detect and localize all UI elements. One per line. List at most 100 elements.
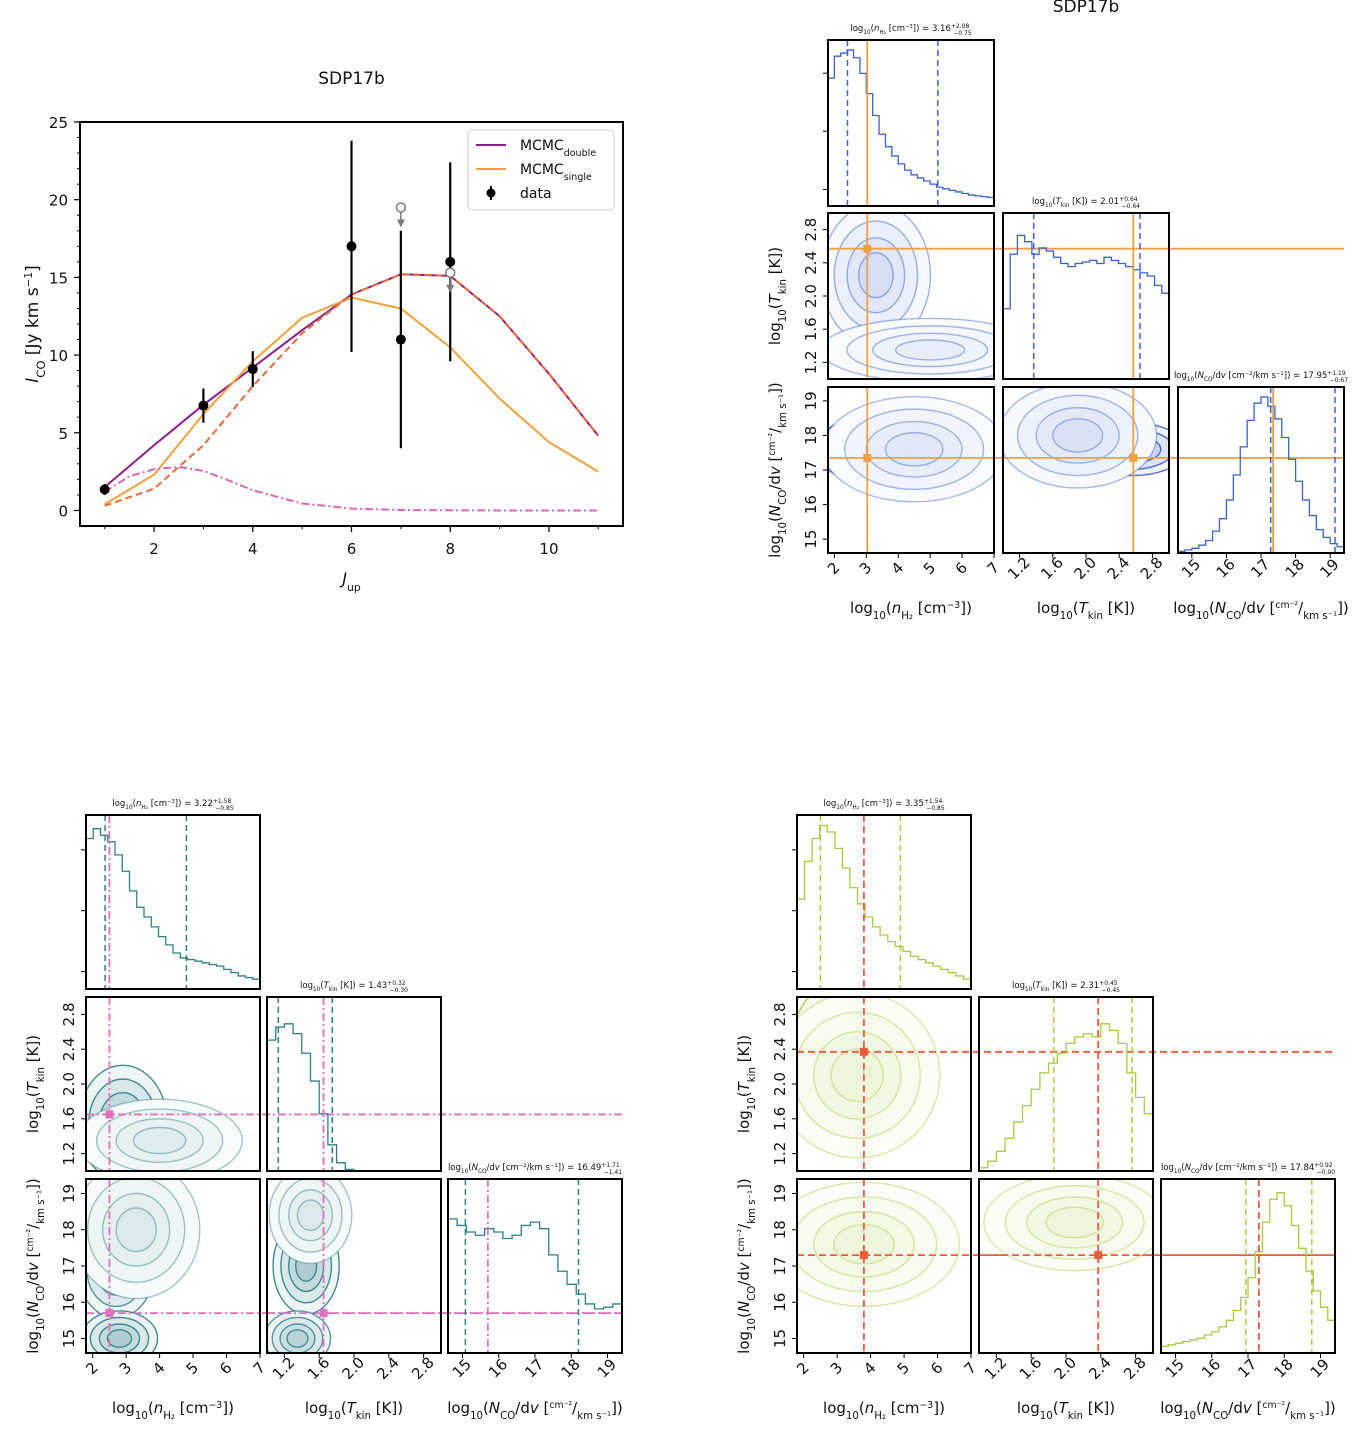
corner-y-tick-label: 2.8 [802, 218, 820, 242]
truth-marker [319, 1309, 328, 1318]
panel-frame [978, 996, 1154, 1172]
truth-marker [105, 1110, 114, 1119]
contour-line [813, 1210, 915, 1278]
sled-x-tick-label: 2 [149, 540, 159, 558]
corner-y-label: log10(NCO/dv [cm⁻²/km s⁻¹]) [735, 1178, 758, 1354]
corner-top-right-hist-2: log10(NCO/dv [cm⁻²/km s⁻¹]) = 17.95+1.19… [1174, 370, 1348, 554]
contour-line [1045, 1206, 1105, 1239]
corner-y-tick-label: 17 [802, 460, 820, 479]
contour-line [846, 237, 906, 314]
corner-bottom-left-panel-1-2 [266, 1178, 622, 1354]
corner-y-label: log10(Tkin [K]) [24, 1035, 47, 1133]
corner-x-tick-label: 4 [860, 1359, 879, 1378]
corner-y-tick-label: 15 [802, 530, 820, 549]
sled-legend-label: data [520, 186, 552, 202]
contour-line [865, 420, 963, 478]
density-fill [1045, 1207, 1104, 1238]
corner-x-tick-label: 17 [1247, 555, 1273, 581]
panel-content [86, 1179, 201, 1353]
contour-line [797, 997, 941, 1159]
corner-x-label: log10(nH₂ [cm−3]) [112, 1399, 234, 1422]
panel-content [1003, 387, 1169, 553]
corner-x-tick-label: 2.8 [1120, 1353, 1150, 1383]
corner-x-label: log10(nH₂ [cm−3]) [823, 1399, 945, 1422]
corner-top-right-panel-0-1 [827, 212, 1344, 380]
corner-title: log10(NCO/dv [cm⁻²/km s⁻¹]) = 17.95+1.19… [1174, 370, 1348, 384]
corner-x-tick-label: 2.8 [408, 1353, 438, 1383]
corner-x-tick-label: 6 [952, 559, 971, 578]
truth-marker [1094, 1251, 1103, 1260]
corner-y-tick-label: 19 [60, 1184, 78, 1203]
density-fill [287, 1329, 308, 1348]
corner-bottom-left: log10(nH₂ [cm−3]) = 3.22+1.58 −0.85 log10(… [24, 798, 623, 1422]
corner-x-tick-label: 16 [1213, 555, 1239, 581]
contour-line [813, 1031, 902, 1120]
sled-x-label: Jup [339, 569, 361, 594]
contour-line [95, 1108, 224, 1171]
contour-line [884, 431, 944, 467]
corner-y-tick-label: 2.4 [802, 251, 820, 275]
corner-x-tick-label: 2.8 [1137, 553, 1167, 583]
contour-line [86, 1179, 201, 1300]
corner-top-right: log10(nH₂ [cm−3]) = 3.16+2.08 −0.75 log10(… [766, 0, 1349, 622]
corner-y-tick-label: 15 [771, 1329, 789, 1348]
sled-upper-limit-arrow [396, 219, 405, 228]
corner-y-label: log10(NCO/dv [cm⁻²/km s⁻¹]) [24, 1178, 47, 1354]
corner-x-tick-label: 2 [824, 559, 843, 578]
corner-title: log10(NCO/dv [cm⁻²/km s⁻¹]) = 17.84+0.92… [1161, 1162, 1335, 1176]
truth-marker [859, 1047, 868, 1056]
corner-x-tick-label: 5 [183, 1359, 202, 1378]
sled-data-point [445, 256, 456, 267]
contour-line [132, 1126, 187, 1155]
corner-title: log10(Tkin [K]) = 2.31+0.45 −0.45 [1012, 980, 1120, 994]
sled-upper-limit-point [444, 267, 456, 278]
panel-content [983, 1179, 1153, 1353]
corner-y-tick-label: 1.6 [60, 1107, 78, 1131]
corner-title: log10(nH₂ [cm−3]) = 3.16+2.08 −0.75 [850, 23, 972, 37]
corner-bottom-right-panel-0-2 [796, 1178, 1335, 1354]
corner-top-right-panel-0-2 [827, 386, 1344, 554]
corner-x-tick-label: 1.6 [1016, 1353, 1046, 1383]
contour-line [115, 1207, 157, 1253]
corner-bottom-left-panel-0-2 [85, 1178, 622, 1354]
panel-frame [447, 1178, 623, 1354]
corner-y-tick-label: 15 [60, 1329, 78, 1348]
sled-data-point [247, 364, 258, 375]
contour-line [268, 1179, 353, 1265]
density-fill [831, 1049, 884, 1102]
corner-x-label: log10(Tkin [K]) [1037, 599, 1135, 622]
corner-title: log10(NCO/dv [cm⁻²/km s⁻¹]) = 16.49+1.71… [448, 1162, 622, 1176]
corner-x-tick-label: 1.6 [1037, 553, 1067, 583]
corner-x-label: log10(Tkin [K]) [305, 1399, 403, 1422]
panel-frame [827, 39, 995, 207]
contour-line [894, 339, 966, 361]
density-fill [116, 1208, 157, 1252]
panel-frame [1160, 1178, 1336, 1354]
corner-x-label: log10(NCO/dv [cm⁻²/km s⁻¹]) [1173, 599, 1349, 622]
corner-y-tick-label: 19 [802, 391, 820, 410]
contour-line [86, 1310, 159, 1353]
corner-x-tick-label: 3 [856, 559, 875, 578]
corner-x-tick-label: 4 [888, 559, 907, 578]
contour-line [871, 332, 989, 368]
contour-line [89, 1316, 150, 1353]
contour-line [1003, 387, 1158, 489]
corner-y-label: log10(Tkin [K]) [766, 247, 789, 345]
corner-bottom-right-hist-2: log10(NCO/dv [cm⁻²/km s⁻¹]) = 17.84+0.92… [1160, 1162, 1336, 1354]
corner-x-tick-label: 5 [894, 1359, 913, 1378]
corner-x-label: log10(Tkin [K]) [1017, 1399, 1115, 1422]
panel-frame [1002, 212, 1170, 380]
corner-y-tick-label: 18 [771, 1220, 789, 1239]
sled-y-tick-label: 15 [49, 269, 68, 287]
sled-data-point [395, 334, 406, 345]
corner-x-tick-label: 19 [594, 1355, 620, 1381]
corner-x-tick-label: 18 [1282, 555, 1308, 581]
corner-title-main: SDP17b [1053, 0, 1120, 17]
truth-marker [863, 453, 872, 462]
sled-y-label: ICO [Jy km s−1] [23, 265, 48, 383]
corner-y-tick-label: 18 [802, 426, 820, 445]
contour-line [102, 1192, 171, 1267]
corner-y-tick-label: 17 [60, 1256, 78, 1275]
contour-line [830, 1048, 885, 1103]
corner-x-label: log10(nH₂ [cm−3]) [850, 599, 972, 622]
